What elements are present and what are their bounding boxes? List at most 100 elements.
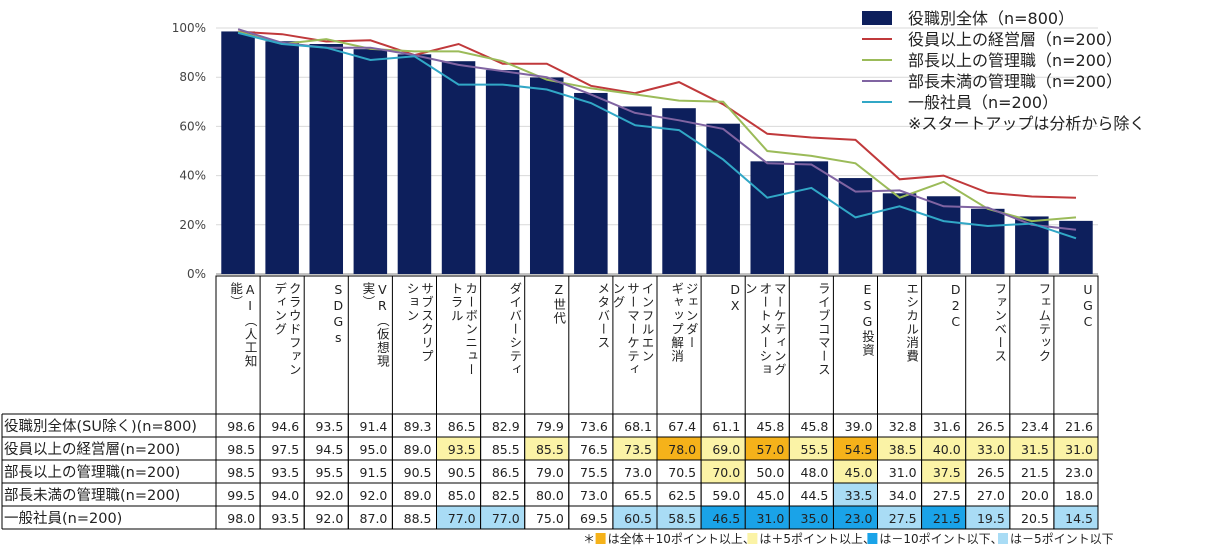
bar-7 — [529, 77, 564, 274]
table-cell-value: 37.5 — [933, 465, 961, 480]
table-cell-value: 86.5 — [492, 465, 520, 480]
table-cell-value: 75.5 — [580, 465, 608, 480]
table-cell-value: 85.5 — [492, 442, 520, 457]
table-cell-value: 75.0 — [536, 511, 564, 526]
highlight-cell — [922, 506, 966, 529]
category-label: クラウドファン — [287, 282, 302, 377]
table-cell-value: 98.5 — [227, 442, 255, 457]
table-cell-value: 73.5 — [624, 442, 652, 457]
table-cell-value: 40.0 — [933, 442, 961, 457]
table-cell-value: 95.5 — [315, 465, 343, 480]
table-cell-value: 76.5 — [580, 442, 608, 457]
table-cell-value: 90.5 — [448, 465, 476, 480]
highlight-cell — [613, 437, 657, 460]
legend-label: 部長未満の管理職（n=200） — [908, 72, 1122, 91]
table-cell-value: 67.4 — [668, 419, 696, 434]
table-cell-value: 20.0 — [1021, 488, 1049, 503]
row-label: 部長未満の管理職(n=200) — [4, 487, 180, 504]
table-cell-value: 19.5 — [977, 511, 1005, 526]
table-cell-value: 98.0 — [227, 511, 255, 526]
table-cell-value: 73.6 — [580, 419, 608, 434]
table-cell-value: 77.0 — [448, 511, 476, 526]
table-cell-value: 93.5 — [271, 511, 299, 526]
table-cell-value: 82.9 — [492, 419, 520, 434]
table-cell-value: 68.1 — [624, 419, 652, 434]
y-tick-label: 20% — [179, 218, 206, 232]
table-cell-value: 62.5 — [668, 488, 696, 503]
table-cell-value: 95.0 — [360, 442, 388, 457]
category-label: UGC — [1081, 282, 1096, 330]
category-label: オートメーショ — [757, 282, 772, 377]
table-cell-value: 73.0 — [624, 465, 652, 480]
table-cell-value: 91.5 — [360, 465, 388, 480]
table-cell-value: 77.0 — [492, 511, 520, 526]
table-cell-value: 94.0 — [271, 488, 299, 503]
highlight-cell — [833, 506, 877, 529]
highlight-cell — [833, 483, 877, 506]
row-label: 役員以上の経営層(n=200) — [4, 441, 180, 458]
category-label: ジェンダー — [684, 282, 699, 350]
category-label: インフルエン — [640, 282, 655, 363]
bar-4 — [397, 54, 432, 275]
highlight-cell — [701, 460, 745, 483]
table-cell-value: 55.5 — [801, 442, 829, 457]
table-cell-value: 27.5 — [933, 488, 961, 503]
category-label: ライブコマース — [816, 282, 831, 377]
table-cell-value: 69.0 — [712, 442, 740, 457]
bar-11 — [706, 123, 740, 274]
table-cell-value: 54.5 — [845, 442, 873, 457]
category-label: サーマーケティ — [625, 282, 640, 377]
table-cell-value: 31.6 — [933, 419, 961, 434]
highlight-cell — [833, 437, 877, 460]
table-cell-value: 39.0 — [845, 419, 873, 434]
table-cell-value: 45.0 — [756, 488, 784, 503]
y-tick-label: 40% — [179, 169, 206, 183]
highlight-cell — [833, 460, 877, 483]
category-label: SDGs — [331, 282, 346, 346]
highlight-cell — [745, 437, 789, 460]
table-cell-value: 70.0 — [712, 465, 740, 480]
highlight-cell — [1054, 506, 1098, 529]
table-cell-value: 89.0 — [404, 488, 432, 503]
table-cell-value: 23.0 — [845, 511, 873, 526]
highlight-cell — [878, 437, 922, 460]
highlight-cell — [1054, 437, 1098, 460]
highlight-cell — [922, 437, 966, 460]
highlight-cell — [789, 506, 833, 529]
table-cell-value: 21.5 — [933, 511, 961, 526]
category-label: ギャップ解消 — [669, 282, 684, 363]
table-cell-value: 57.0 — [756, 442, 784, 457]
bar-0 — [221, 31, 255, 274]
table-cell-value: 34.0 — [889, 488, 917, 503]
series-line-3 — [237, 28, 1077, 231]
table-cell-value: 78.0 — [668, 442, 696, 457]
highlight-cell — [966, 506, 1010, 529]
y-tick-label: 100% — [172, 21, 206, 35]
category-label: カーボンニュー — [463, 282, 478, 377]
table-cell-value: 89.0 — [404, 442, 432, 457]
table-cell-value: 21.6 — [1065, 419, 1093, 434]
category-label: ン — [743, 282, 758, 296]
table-cell-value: 31.0 — [756, 511, 784, 526]
table-cell-value: 90.5 — [404, 465, 432, 480]
bar-14 — [838, 178, 873, 274]
highlight-cell — [745, 506, 789, 529]
category-label: フェムテック — [1036, 282, 1051, 363]
highlight-cell — [701, 437, 745, 460]
highlight-cell — [922, 460, 966, 483]
category-label: ダイバーシティ — [507, 282, 522, 377]
category-label: メタバース — [595, 282, 610, 350]
table-cell-value: 91.4 — [360, 419, 388, 434]
bar-6 — [485, 70, 520, 274]
table-cell-value: 14.5 — [1065, 511, 1093, 526]
table-cell-value: 33.5 — [845, 488, 873, 503]
table-cell-value: 60.5 — [624, 511, 652, 526]
table-cell-value: 86.5 — [448, 419, 476, 434]
table-cell-value: 94.5 — [315, 442, 343, 457]
footnote-swatch — [747, 533, 758, 544]
table-cell-value: 18.0 — [1065, 488, 1093, 503]
bar-16 — [926, 196, 961, 274]
category-label: トラル — [449, 282, 464, 323]
table-cell-value: 31.0 — [889, 465, 917, 480]
